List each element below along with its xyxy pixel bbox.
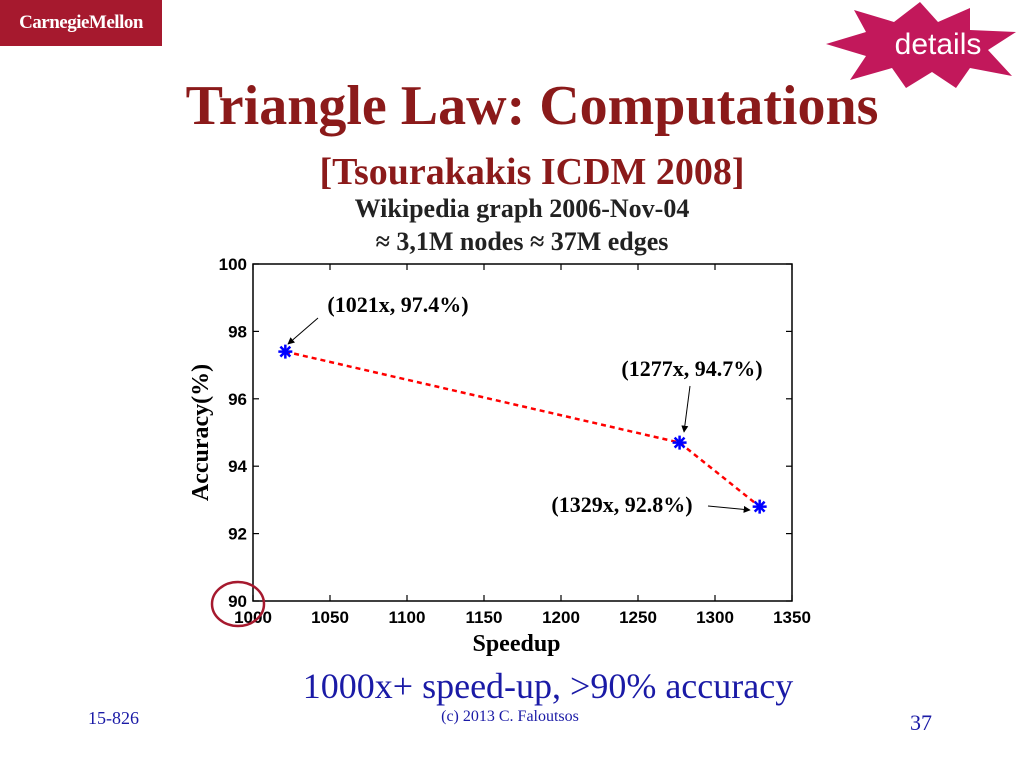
copyright: (c) 2013 C. Faloutsos bbox=[441, 708, 579, 725]
annotation-label: (1329x, 92.8%) bbox=[551, 492, 692, 517]
x-tick-label: 1200 bbox=[542, 608, 580, 627]
x-tick-label: 1350 bbox=[773, 608, 811, 627]
data-point bbox=[672, 435, 687, 450]
plot-frame bbox=[252, 263, 793, 602]
details-badge: details bbox=[820, 0, 1020, 90]
marker-stroke bbox=[673, 436, 686, 449]
x-tick-label: 1100 bbox=[389, 608, 426, 627]
y-tick-label: 100 bbox=[219, 255, 247, 274]
slide-caption: 1000x+ speed-up, >90% accuracy bbox=[302, 666, 794, 706]
y-axis-label: Accuracy(%) bbox=[188, 364, 214, 501]
annotation-arrow bbox=[287, 317, 319, 345]
y-tick-label: 90 bbox=[228, 592, 247, 611]
highlight-circle bbox=[210, 580, 266, 628]
x-tick-label: 1000 bbox=[234, 608, 272, 627]
chart-title-line-1: Wikipedia graph 2006-Nov-04 bbox=[354, 194, 690, 223]
page-number: 37 bbox=[910, 710, 932, 735]
x-axis-label: Speedup bbox=[472, 631, 560, 657]
chart-marks: 90 92 94 96 98 100 1000 1050 1100 1150 1200 1250 130… bbox=[188, 255, 811, 657]
course-number: 15-826 bbox=[88, 708, 139, 728]
marker-stroke bbox=[753, 500, 766, 513]
details-label: details bbox=[895, 28, 982, 61]
y-tick-label: 96 bbox=[228, 390, 247, 409]
x-tick-label: 1300 bbox=[696, 608, 734, 627]
annotation-arrow bbox=[681, 385, 691, 433]
annotation-label: (1021x, 97.4%) bbox=[327, 292, 468, 317]
x-tick-label: 1250 bbox=[619, 608, 657, 627]
series-line bbox=[285, 350, 761, 508]
cmu-logo: CarnegieMellon bbox=[0, 0, 162, 46]
marker-stroke bbox=[279, 345, 292, 358]
page-title: Triangle Law: Computations bbox=[185, 75, 879, 137]
page-subtitle: [Tsourakakis ICDM 2008] bbox=[319, 151, 745, 193]
x-tick-label: 1150 bbox=[466, 608, 503, 627]
starburst-shape bbox=[826, 2, 1016, 88]
data-point bbox=[278, 344, 293, 359]
y-tick-label: 98 bbox=[228, 322, 247, 341]
y-tick-label: 92 bbox=[228, 525, 247, 544]
chart-title-line-2: ≈ 3,1M nodes ≈ 37M edges bbox=[375, 227, 669, 256]
annotation-arrow bbox=[707, 505, 751, 513]
data-point bbox=[752, 499, 767, 514]
annotation-label: (1277x, 94.7%) bbox=[621, 356, 762, 381]
x-tick-label: 1050 bbox=[311, 608, 349, 627]
y-tick-label: 94 bbox=[228, 457, 247, 476]
